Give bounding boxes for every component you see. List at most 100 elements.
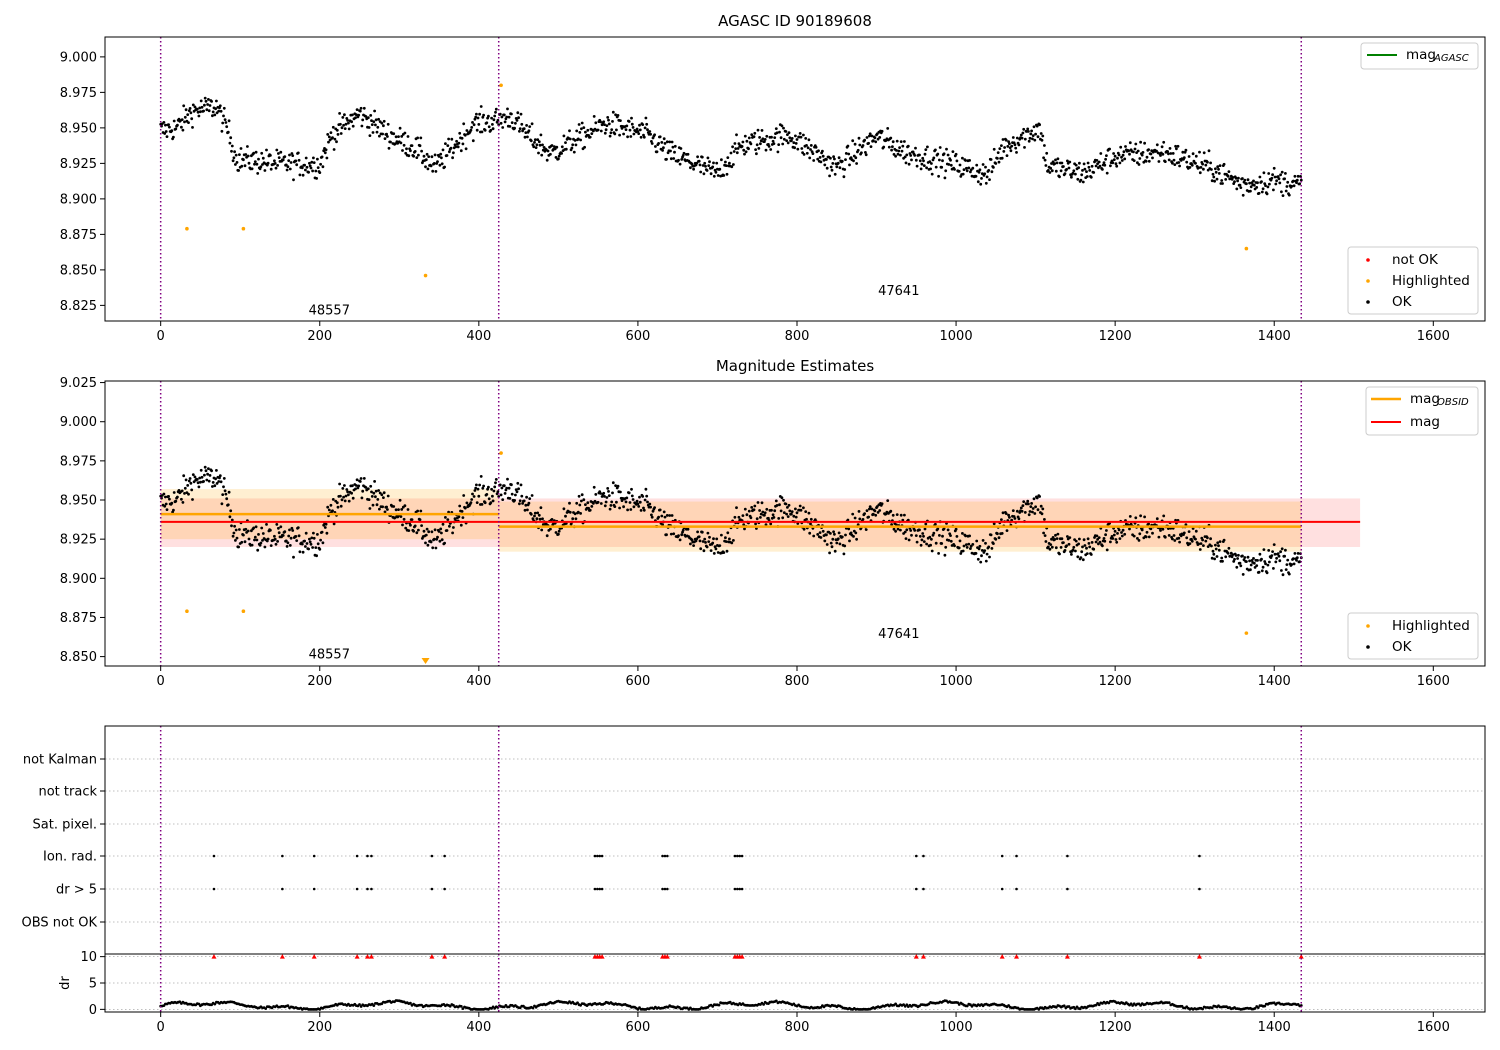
ok-point: [452, 526, 455, 529]
ok-point: [736, 147, 740, 150]
ok-point: [491, 499, 495, 503]
ok-point: [729, 151, 733, 155]
ok-point: [1185, 160, 1189, 164]
ok-point: [903, 530, 907, 534]
ok-point: [742, 148, 746, 152]
ok-point: [226, 130, 230, 134]
ok-point: [1138, 157, 1142, 160]
ok-point: [341, 487, 345, 490]
ok-point: [630, 487, 633, 491]
ok-point: [977, 547, 981, 551]
ok-point: [541, 143, 544, 147]
ok-point: [638, 500, 642, 504]
ok-point: [906, 518, 910, 522]
ok-point: [961, 172, 965, 176]
ok-point: [187, 492, 190, 496]
ok-point: [238, 153, 241, 157]
ok-point: [310, 160, 314, 164]
ok-point: [296, 526, 300, 529]
ok-point: [590, 132, 594, 136]
ok-point: [1285, 563, 1289, 566]
ok-point: [670, 140, 674, 144]
ok-point: [805, 151, 809, 155]
ok-point: [689, 166, 692, 170]
ok-point: [831, 162, 835, 165]
ok-point: [711, 541, 715, 545]
ok-point: [281, 158, 285, 162]
ok-point: [1293, 552, 1297, 555]
dr-point: [1067, 1005, 1071, 1008]
ok-point: [837, 156, 841, 160]
ok-point: [184, 108, 188, 112]
ok-point: [1029, 505, 1033, 508]
ok-point: [741, 514, 745, 517]
ok-point: [1268, 560, 1271, 564]
ok-point: [576, 137, 580, 141]
x-tick-label: 0: [157, 1020, 165, 1035]
ok-point: [320, 155, 324, 159]
ok-point: [285, 168, 289, 172]
ok-point: [557, 154, 561, 158]
ok-point: [308, 537, 311, 541]
ok-point: [968, 159, 971, 162]
ok-point: [1058, 175, 1061, 179]
ok-point: [1074, 163, 1078, 167]
ok-point: [307, 547, 310, 551]
ok-point: [1066, 159, 1069, 163]
ok-point: [420, 149, 423, 153]
ok-point: [662, 510, 666, 514]
ok-point: [755, 143, 759, 147]
ok-point: [1112, 152, 1115, 155]
ok-point: [949, 534, 952, 537]
ok-point: [1059, 546, 1063, 549]
ok-point: [1049, 543, 1053, 546]
ok-point: [622, 132, 625, 136]
ok-point: [1072, 169, 1076, 173]
ok-point: [339, 494, 342, 498]
ok-point: [513, 499, 516, 502]
ok-point: [609, 131, 613, 135]
y-tick-label: 8.825: [60, 299, 97, 314]
dr-point: [358, 1003, 361, 1006]
ok-point: [1178, 164, 1181, 168]
ok-point: [1157, 535, 1161, 539]
ok-point: [430, 155, 434, 159]
ok-point: [183, 115, 187, 119]
ok-point: [485, 493, 489, 496]
ok-point: [343, 499, 347, 503]
ok-point: [377, 489, 380, 492]
ok-point: [187, 109, 191, 112]
ok-point: [475, 483, 478, 487]
ok-point: [459, 149, 463, 153]
ok-point: [773, 509, 777, 513]
ok-point: [1133, 147, 1137, 151]
ok-point: [681, 154, 685, 157]
ok-point: [603, 123, 606, 126]
ok-point: [1265, 192, 1269, 196]
ok-point: [903, 140, 906, 143]
ok-point: [1103, 539, 1107, 543]
ok-point: [1088, 545, 1092, 549]
x-tick-label: 1400: [1258, 674, 1291, 689]
ok-point: [432, 537, 436, 541]
ok-point: [386, 508, 389, 511]
ok-point: [1201, 538, 1204, 542]
ok-point: [1039, 504, 1043, 508]
ok-point: [297, 534, 301, 538]
ok-point: [301, 550, 305, 554]
ok-point: [930, 172, 934, 176]
ok-point: [610, 500, 614, 504]
ok-point: [1043, 158, 1047, 162]
legend-subscript: OBSID: [1437, 397, 1469, 408]
ok-point: [323, 151, 327, 155]
ok-point: [630, 116, 633, 120]
ok-point: [1233, 180, 1236, 184]
ok-point: [372, 120, 376, 124]
ok-point: [584, 130, 587, 134]
ok-point: [756, 128, 760, 132]
ok-point: [357, 484, 361, 488]
ok-point: [1117, 528, 1121, 532]
ok-point: [244, 527, 248, 531]
ok-point: [886, 499, 890, 502]
ok-point: [500, 115, 504, 119]
